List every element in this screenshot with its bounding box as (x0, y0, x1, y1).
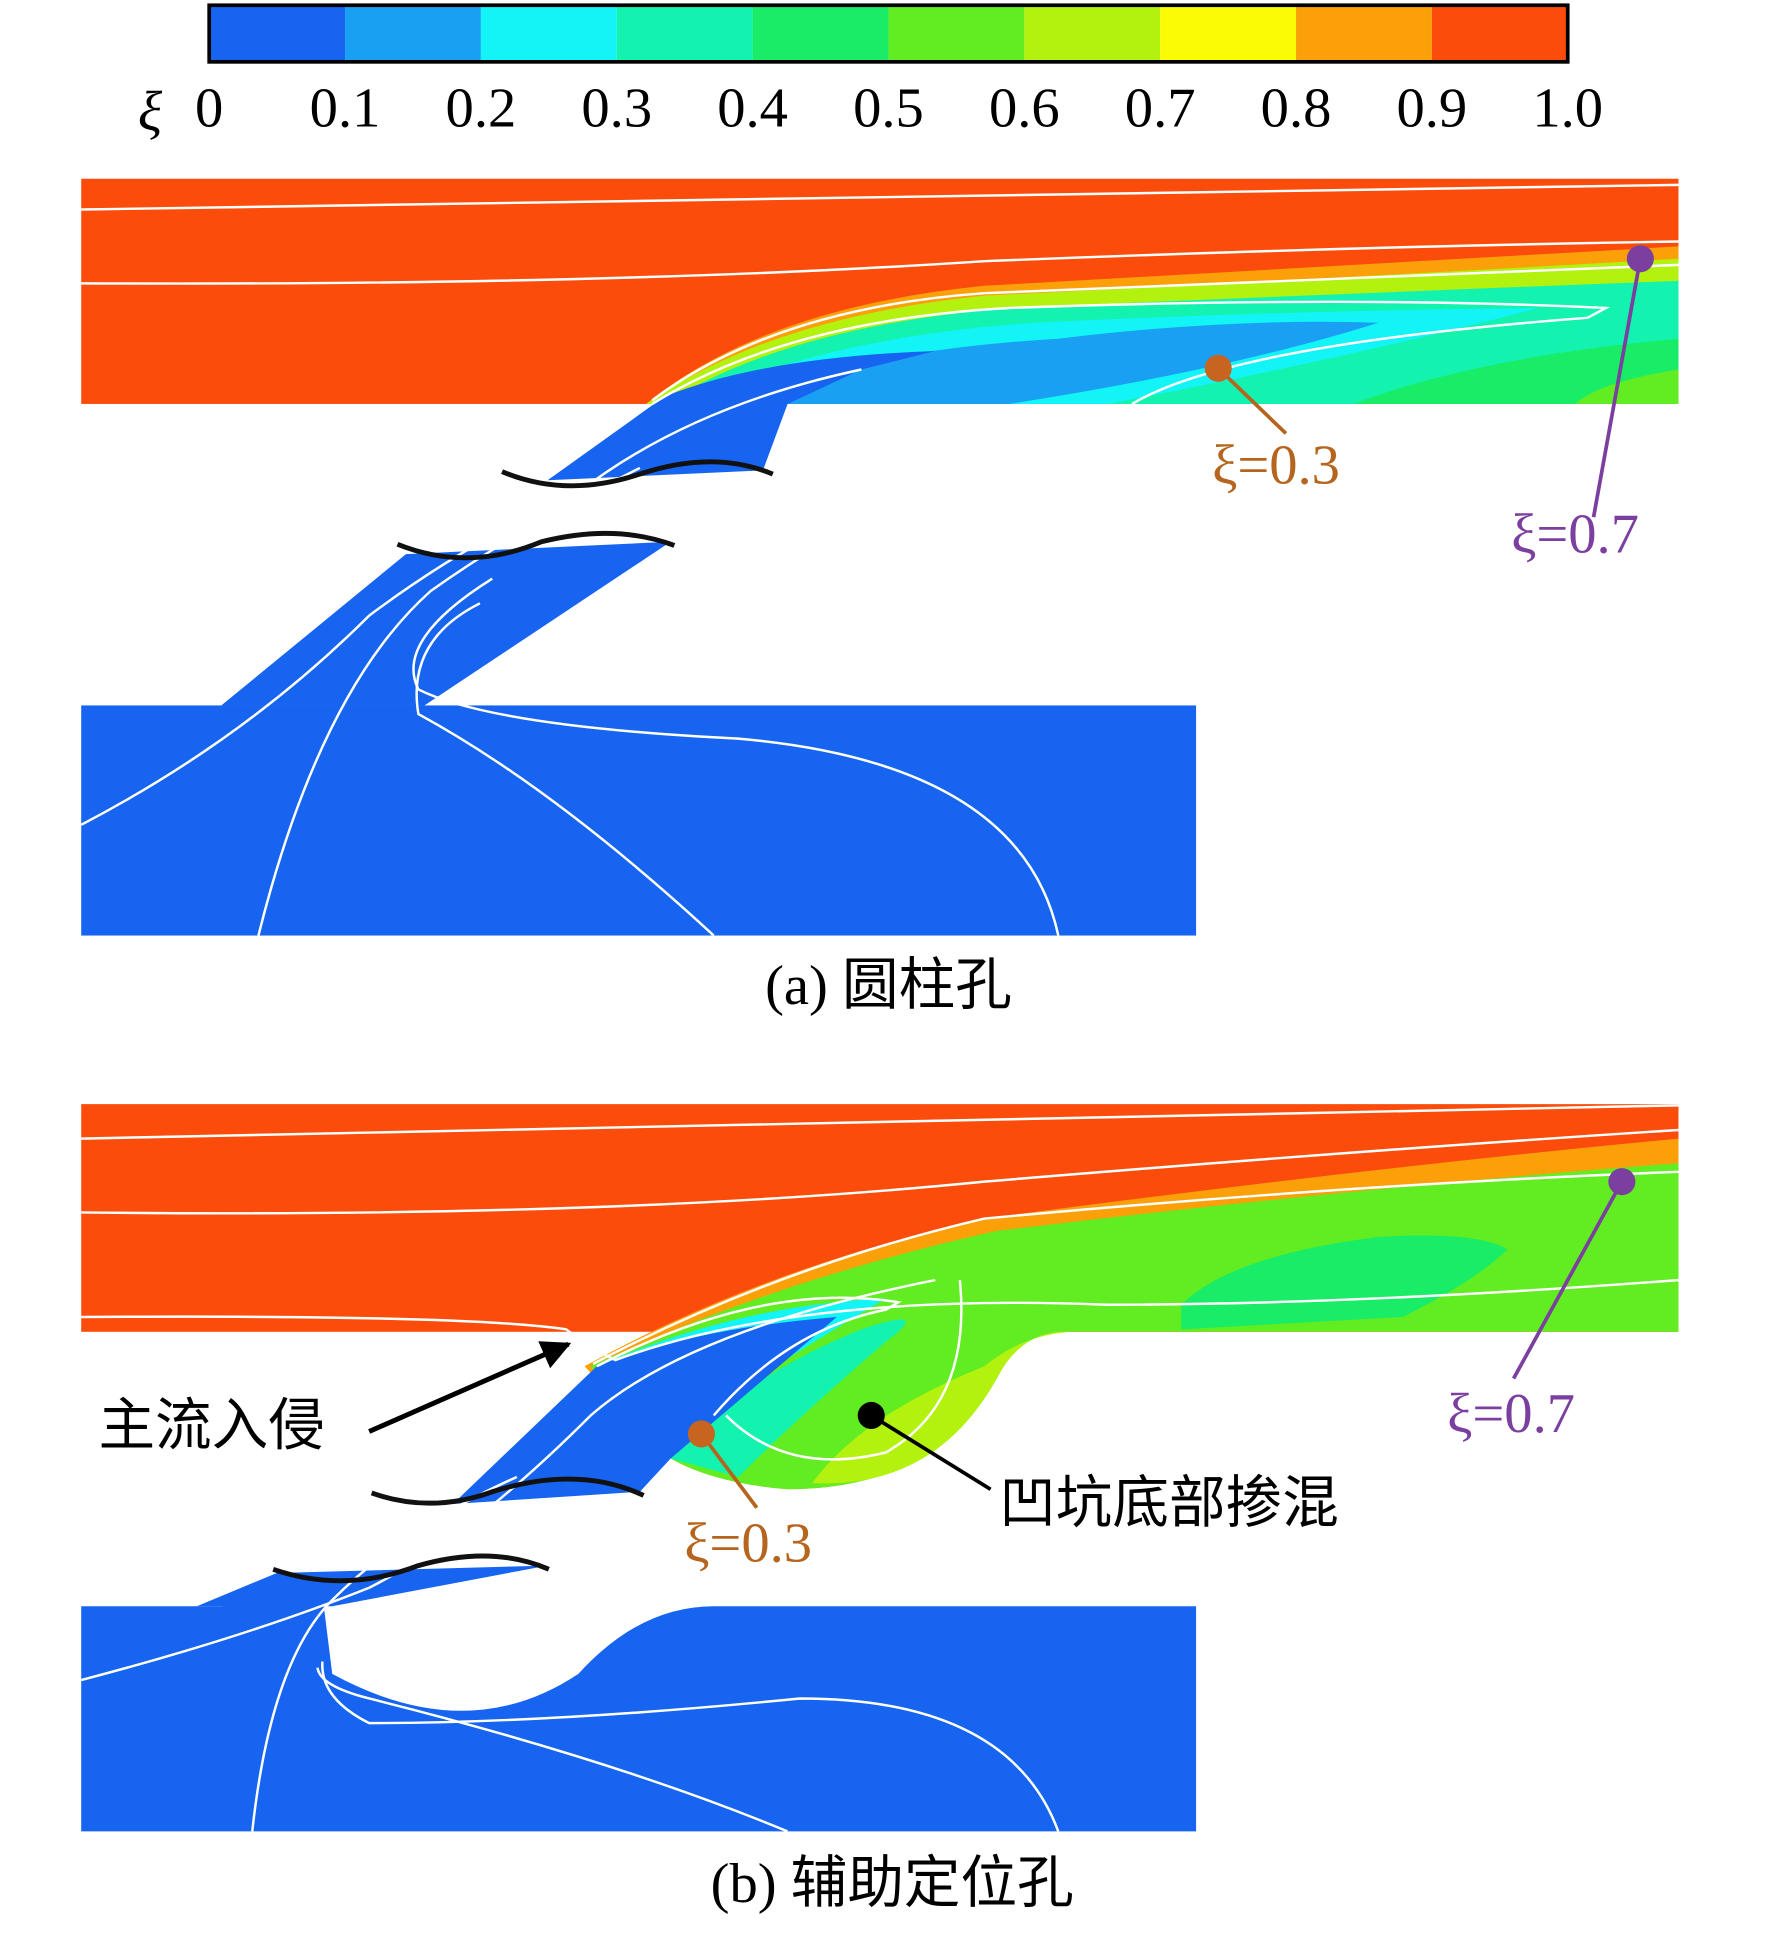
streamline (321, 1661, 1060, 1832)
leader-line (870, 1413, 992, 1491)
streamline (316, 1667, 789, 1833)
colorbar-tick-label: 0.2 (446, 78, 517, 140)
contour-line (596, 1296, 902, 1417)
colorbar-symbol: ξ (138, 81, 163, 143)
annotation: 主流入侵 (98, 1395, 324, 1457)
contour-line (651, 300, 1611, 406)
streamline (412, 577, 1060, 936)
leader-line (699, 1432, 759, 1509)
marker-dot (687, 1420, 715, 1448)
colorbar-segment (1160, 5, 1297, 62)
streamline (81, 183, 1679, 211)
streamline (81, 1104, 1679, 1140)
streamline (81, 1278, 1679, 1362)
streamline (725, 1279, 963, 1461)
marker-dot (1626, 245, 1654, 273)
colorbar-tick-label: 0.5 (853, 78, 924, 140)
colorbar-segment (888, 5, 1025, 62)
colorbar-tick-label: 1.0 (1532, 78, 1603, 140)
hole-edge (396, 530, 676, 561)
plenum (81, 705, 1197, 936)
marker-dot (857, 1401, 885, 1429)
hole-edge (370, 1476, 645, 1506)
colorbar-tick-label: 0 (195, 78, 223, 140)
hole-edge (501, 459, 774, 489)
contour-region (1575, 369, 1679, 404)
contour-line (651, 263, 1679, 402)
streamline (81, 240, 1679, 285)
arrow (368, 1341, 572, 1434)
annotation: 凹坑底部掺混 (999, 1473, 1339, 1535)
caption: (a) 圆柱孔 (765, 955, 1012, 1017)
colorbar-segment (752, 5, 889, 62)
plenum (81, 1575, 1197, 1832)
contour-region (738, 321, 1379, 404)
streamline (415, 602, 715, 937)
annotation: ξ=0.7 (1511, 503, 1639, 565)
marker-dot (1204, 354, 1232, 382)
leader-line (1591, 258, 1643, 518)
annotation: ξ=0.3 (684, 1512, 812, 1574)
annotation: ξ=0.7 (1447, 1383, 1575, 1445)
plenum (81, 554, 425, 706)
streamline (80, 1278, 936, 1682)
streamline (81, 1128, 1679, 1215)
colorbar-segment (1296, 5, 1432, 62)
leader-line (1511, 1180, 1624, 1380)
marker-dot (1608, 1168, 1636, 1196)
streamline (80, 368, 862, 826)
colorbar-segment (209, 5, 346, 62)
colorbar-segment (616, 5, 753, 62)
contour-region (1353, 338, 1679, 404)
colorbar-tick-label: 0.3 (581, 78, 652, 140)
contour-region (670, 1319, 906, 1477)
colorbar-tick-label: 0.8 (1261, 78, 1332, 140)
colorbar-frame (207, 3, 1570, 64)
panel-b: 主流入侵 ξ=0.3 凹坑底部掺混 ξ=0.7 (b) 辅助定位孔 (80, 1104, 1679, 1915)
streamline (251, 1475, 518, 1832)
contour-region (812, 1331, 1071, 1484)
caption: (b) 辅助定位孔 (711, 1853, 1074, 1915)
colorbar-tick-label: 0.1 (310, 78, 381, 140)
colorbar-tick-label: 0.9 (1396, 78, 1467, 140)
contour-line (592, 1170, 1679, 1365)
colorbar-segment (480, 5, 617, 62)
colorbar-tick-label: 0.4 (717, 78, 788, 140)
hole-edge (272, 1553, 550, 1584)
streamline (257, 466, 641, 936)
colorbar-segment (345, 5, 481, 62)
colorbar-segment (1431, 5, 1568, 62)
panel-a: ξ=0.3 ξ=0.7 (a) 圆柱孔 (80, 178, 1679, 1017)
annotation: ξ=0.3 (1212, 434, 1340, 496)
contour-region (1181, 1235, 1508, 1330)
colorbar: 0 0.1 0.2 0.3 0.4 0.5 0.6 0.7 0.8 0.9 1.0 (195, 3, 1603, 140)
colorbar-tick-label: 0.7 (1125, 78, 1196, 140)
colorbar-segment (1024, 5, 1161, 62)
colorbar-tick-label: 0.6 (989, 78, 1060, 140)
leader-line (1216, 366, 1288, 435)
